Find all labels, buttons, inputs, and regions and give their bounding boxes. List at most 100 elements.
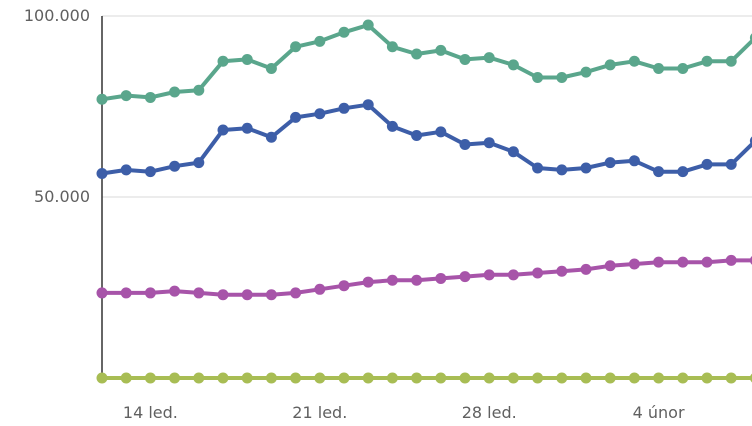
series-3-point-20[interactable]	[580, 372, 592, 384]
series-3-point-13[interactable]	[411, 372, 423, 384]
series-2-point-19[interactable]	[556, 265, 568, 277]
series-1-point-10[interactable]	[338, 102, 350, 114]
series-1-point-6[interactable]	[241, 122, 253, 134]
series-2-point-14[interactable]	[435, 272, 447, 284]
series-3-point-9[interactable]	[314, 372, 326, 384]
series-2-point-25[interactable]	[701, 256, 713, 268]
series-3-point-4[interactable]	[193, 372, 205, 384]
series-0-point-1[interactable]	[120, 90, 132, 102]
series-1-point-5[interactable]	[217, 124, 229, 136]
series-1-point-21[interactable]	[604, 157, 616, 169]
series-3-point-15[interactable]	[459, 372, 471, 384]
series-1-point-20[interactable]	[580, 162, 592, 174]
series-2-point-26[interactable]	[725, 254, 737, 266]
series-1-point-14[interactable]	[435, 126, 447, 138]
series-1-point-1[interactable]	[120, 164, 132, 176]
series-0-point-19[interactable]	[556, 72, 568, 84]
series-3-point-14[interactable]	[435, 372, 447, 384]
series-3-point-7[interactable]	[265, 372, 277, 384]
series-1-point-15[interactable]	[459, 139, 471, 151]
series-1-point-11[interactable]	[362, 99, 374, 111]
series-3-point-18[interactable]	[532, 372, 544, 384]
series-3-point-16[interactable]	[483, 372, 495, 384]
series-2-point-20[interactable]	[580, 263, 592, 275]
series-2-point-7[interactable]	[265, 289, 277, 301]
series-2-point-22[interactable]	[628, 258, 640, 270]
series-1-point-2[interactable]	[144, 166, 156, 178]
series-1-point-4[interactable]	[193, 157, 205, 169]
series-2-point-10[interactable]	[338, 280, 350, 292]
series-2-point-5[interactable]	[217, 289, 229, 301]
series-3-point-0[interactable]	[96, 372, 108, 384]
series-3-point-23[interactable]	[653, 372, 665, 384]
series-1-point-8[interactable]	[290, 111, 302, 123]
series-2-point-8[interactable]	[290, 287, 302, 299]
series-0-point-3[interactable]	[169, 86, 181, 98]
series-0-point-5[interactable]	[217, 55, 229, 67]
series-2-point-11[interactable]	[362, 276, 374, 288]
series-3-point-19[interactable]	[556, 372, 568, 384]
series-1-point-7[interactable]	[265, 131, 277, 143]
series-3-point-25[interactable]	[701, 372, 713, 384]
series-3-point-8[interactable]	[290, 372, 302, 384]
series-3-point-17[interactable]	[507, 372, 519, 384]
series-0-point-8[interactable]	[290, 41, 302, 53]
series-1-point-16[interactable]	[483, 137, 495, 149]
series-0-point-2[interactable]	[144, 91, 156, 103]
series-0-point-11[interactable]	[362, 19, 374, 31]
series-0-point-22[interactable]	[628, 55, 640, 67]
series-0-point-25[interactable]	[701, 55, 713, 67]
series-3-point-26[interactable]	[725, 372, 737, 384]
series-3-point-21[interactable]	[604, 372, 616, 384]
series-3-point-22[interactable]	[628, 372, 640, 384]
series-0-point-27[interactable]	[749, 32, 752, 43]
series-1-point-24[interactable]	[677, 166, 689, 178]
series-1-point-18[interactable]	[532, 162, 544, 174]
series-0-point-7[interactable]	[265, 62, 277, 74]
series-1-point-0[interactable]	[96, 167, 108, 179]
series-0-point-14[interactable]	[435, 44, 447, 56]
series-3-point-24[interactable]	[677, 372, 689, 384]
series-0-point-10[interactable]	[338, 26, 350, 38]
series-3-point-2[interactable]	[144, 372, 156, 384]
series-2-point-1[interactable]	[120, 287, 132, 299]
series-3-point-3[interactable]	[169, 372, 181, 384]
series-3-point-12[interactable]	[386, 372, 398, 384]
series-2-point-15[interactable]	[459, 271, 471, 283]
series-0-point-24[interactable]	[677, 62, 689, 74]
series-3-point-6[interactable]	[241, 372, 253, 384]
series-0-point-23[interactable]	[653, 62, 665, 74]
series-2-point-4[interactable]	[193, 287, 205, 299]
series-2-point-3[interactable]	[169, 285, 181, 297]
series-0-point-13[interactable]	[411, 48, 423, 60]
series-1-point-23[interactable]	[653, 166, 665, 178]
series-0-point-16[interactable]	[483, 52, 495, 64]
series-2-point-13[interactable]	[411, 274, 423, 286]
series-0-point-20[interactable]	[580, 66, 592, 78]
series-1-point-3[interactable]	[169, 160, 181, 172]
series-0-point-9[interactable]	[314, 35, 326, 47]
series-3-point-1[interactable]	[120, 372, 132, 384]
series-3-point-11[interactable]	[362, 372, 374, 384]
series-2-point-16[interactable]	[483, 269, 495, 281]
series-2-point-0[interactable]	[96, 287, 108, 299]
series-1-point-22[interactable]	[628, 155, 640, 167]
series-3-point-27[interactable]	[749, 373, 752, 384]
series-0-point-12[interactable]	[386, 41, 398, 53]
series-3-point-5[interactable]	[217, 372, 229, 384]
series-0-point-17[interactable]	[507, 59, 519, 71]
series-1-point-12[interactable]	[386, 120, 398, 132]
series-2-point-21[interactable]	[604, 260, 616, 272]
series-1-point-13[interactable]	[411, 129, 423, 141]
series-1-point-27[interactable]	[749, 135, 752, 146]
series-0-point-26[interactable]	[725, 55, 737, 67]
series-1-point-9[interactable]	[314, 108, 326, 120]
series-2-point-12[interactable]	[386, 274, 398, 286]
series-2-point-9[interactable]	[314, 283, 326, 295]
series-2-point-2[interactable]	[144, 287, 156, 299]
series-2-point-27[interactable]	[749, 255, 752, 266]
series-2-point-6[interactable]	[241, 289, 253, 301]
series-2-point-24[interactable]	[677, 256, 689, 268]
series-0-point-18[interactable]	[532, 72, 544, 84]
series-2-point-23[interactable]	[653, 256, 665, 268]
